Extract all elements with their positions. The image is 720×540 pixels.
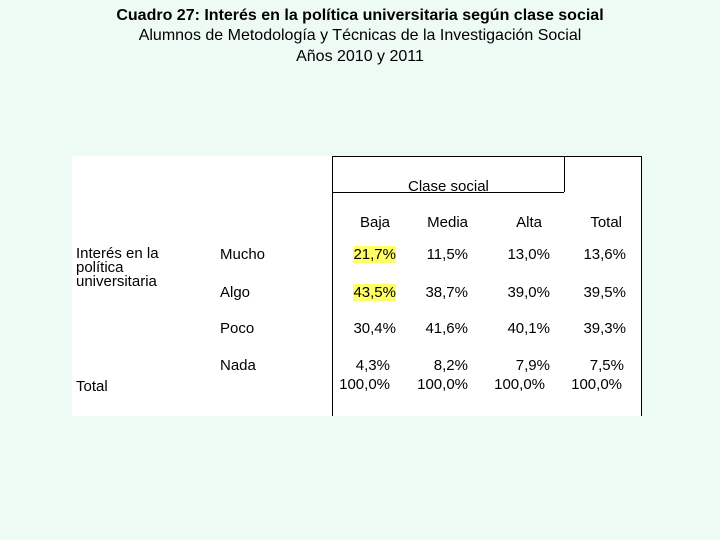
table-cell: 39,3% (583, 320, 626, 337)
table-cell: 7,5% (589, 357, 624, 374)
table-cell: 7,9% (515, 357, 550, 374)
table-cell: 38,7% (425, 284, 468, 301)
table-cell: 13,0% (507, 246, 550, 263)
highlighted-value: 21,7% (353, 246, 396, 263)
table-title: Cuadro 27: Interés en la política univer… (116, 7, 604, 24)
total-row-label: Total (76, 378, 108, 395)
crosstab-table: Clase social Baja Media Alta Total Inter… (72, 156, 642, 416)
table-cell: 39,5% (583, 284, 626, 301)
highlighted-value: 43,5% (353, 284, 396, 301)
column-header-alta: Alta (516, 214, 542, 231)
table-years: Años 2010 y 2011 (296, 48, 424, 65)
table-caption: Cuadro 27: Interés en la política univer… (0, 6, 720, 68)
table-subtitle: Alumnos de Metodología y Técnicas de la … (138, 27, 582, 44)
table-cell: 11,5% (426, 246, 468, 263)
total-cell: 100,0% (417, 376, 468, 393)
column-header-total: Total (590, 214, 622, 231)
column-header-media: Media (427, 214, 468, 231)
table-cell: 40,1% (507, 320, 550, 337)
table-cell: 13,6% (583, 246, 626, 263)
header-divider (332, 156, 333, 416)
row-label-algo: Algo (220, 284, 251, 301)
right-border (641, 156, 642, 416)
table-cell: 21,7% (340, 246, 396, 263)
total-cell: 100,0% (339, 376, 390, 393)
table-cell: 30,4% (353, 320, 396, 337)
column-header-baja: Baja (359, 214, 390, 231)
table-cell: 8,2% (433, 357, 468, 374)
row-label-poco: Poco (220, 320, 255, 337)
table-cell: 4,3% (355, 357, 390, 374)
total-cell: 100,0% (571, 376, 622, 393)
total-cell: 100,0% (494, 376, 545, 393)
table-cell: 43,5% (340, 284, 396, 301)
group-header-underline (332, 192, 564, 193)
row-group-label: Interés en la política universitaria (76, 245, 159, 290)
group-header: Clase social (408, 178, 489, 195)
total-column-divider (564, 156, 565, 192)
table-cell: 41,6% (425, 320, 468, 337)
row-label-nada: Nada (220, 357, 256, 374)
top-border (332, 156, 642, 157)
row-label-mucho: Mucho (220, 246, 266, 263)
table-cell: 39,0% (507, 284, 550, 301)
